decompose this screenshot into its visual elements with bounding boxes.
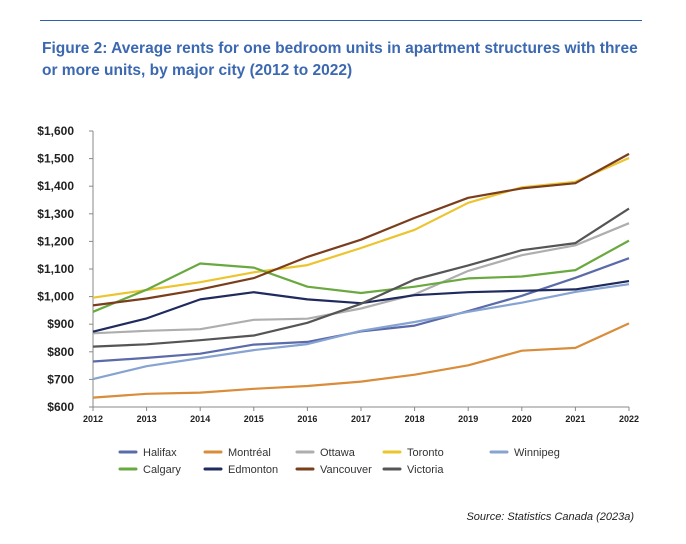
x-tick-label: 2013 (137, 414, 157, 424)
x-tick-label: 2015 (244, 414, 264, 424)
legend-label: Ottawa (320, 447, 356, 459)
legend-label: Calgary (143, 464, 181, 476)
series-line-winnipeg (92, 283, 630, 381)
y-tick-label: $900 (47, 317, 74, 331)
x-tick-label: 2014 (190, 414, 210, 424)
series-line-vancouver (92, 152, 630, 307)
x-tick-label: 2022 (619, 414, 639, 424)
y-tick-label: $1,600 (37, 124, 74, 138)
x-tick-label: 2018 (405, 414, 425, 424)
series-line-victoria (92, 207, 630, 348)
legend-label: Toronto (407, 447, 444, 459)
y-tick-label: $800 (47, 345, 74, 359)
y-tick-label: $1,100 (37, 262, 74, 276)
x-tick-label: 2021 (565, 414, 585, 424)
chart-series (92, 152, 630, 399)
y-tick-label: $1,400 (37, 179, 74, 193)
y-tick-label: $1,000 (37, 290, 74, 304)
chart-legend: Halifax Montréal Ottawa Toronto Winnipeg Calg… (118, 447, 560, 476)
top-rule (40, 20, 642, 21)
legend-label: Winnipeg (514, 447, 560, 459)
series-line-calgary (92, 239, 630, 313)
series-line-ottawa (92, 222, 630, 335)
y-tick-label: $1,300 (37, 207, 74, 221)
y-tick-label: $1,500 (37, 152, 74, 166)
legend-label: Montréal (228, 447, 271, 459)
legend-label: Vancouver (320, 464, 372, 476)
x-tick-label: 2020 (512, 414, 532, 424)
chart-axes: $600 $700 $800 $900 $1,000 $1,100 $1,200 $1,300… (37, 124, 639, 424)
series-line-edmonton (92, 280, 630, 333)
source-note: Source: Statistics Canada (2023a) (466, 511, 634, 523)
x-tick-label: 2012 (83, 414, 103, 424)
y-tick-label: $1,200 (37, 234, 74, 248)
y-tick-label: $700 (47, 372, 74, 386)
legend-label: Victoria (407, 464, 444, 476)
figure-title: Figure 2: Average rents for one bedroom … (42, 40, 638, 79)
x-tick-label: 2017 (351, 414, 371, 424)
legend-label: Halifax (143, 447, 177, 459)
legend-label: Edmonton (228, 464, 278, 476)
x-tick-label: 2016 (297, 414, 317, 424)
series-line-toronto (92, 156, 630, 299)
series-line-montréal (92, 322, 630, 399)
y-tick-label: $600 (47, 400, 74, 414)
x-tick-label: 2019 (458, 414, 478, 424)
